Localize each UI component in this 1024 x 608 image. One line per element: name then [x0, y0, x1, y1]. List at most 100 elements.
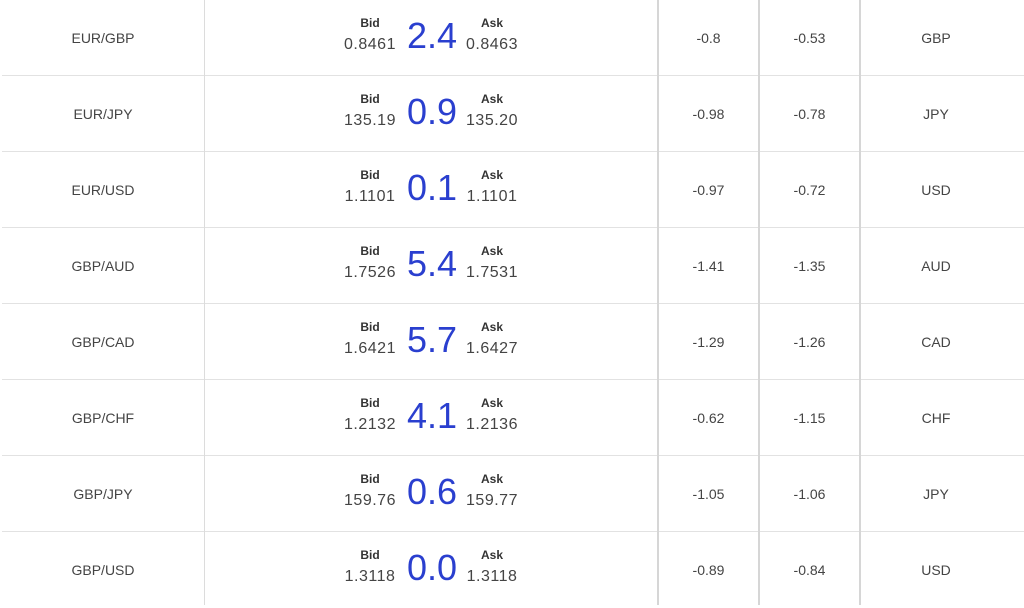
currency-code: USD [921, 182, 951, 198]
bid-block[interactable]: Bid 1.6421 [330, 320, 410, 358]
bid-block[interactable]: Bid 1.2132 [330, 396, 410, 434]
change-value: -1.05 [692, 486, 725, 502]
currency-code: CHF [921, 410, 951, 426]
table-row[interactable]: EUR/JPY Bid 135.19 0.9 Ask 135.20 -0.98 … [0, 76, 1024, 152]
row-divider [2, 531, 1024, 532]
bid-value: 1.2132 [344, 416, 396, 433]
ask-value: 1.1101 [466, 188, 518, 205]
ask-label: Ask [480, 472, 503, 486]
ask-label: Ask [480, 548, 503, 562]
bid-label: Bid [360, 168, 380, 182]
pair-name[interactable]: EUR/JPY [73, 106, 133, 122]
table-row[interactable]: EUR/USD Bid 1.1101 0.1 Ask 1.1101 -0.97 … [0, 152, 1024, 228]
row-divider [2, 227, 1024, 228]
ask-label: Ask [480, 92, 503, 106]
quote-cell[interactable]: Bid 1.3118 0.0 Ask 1.3118 [205, 532, 657, 608]
quote-cell[interactable]: Bid 1.2132 4.1 Ask 1.2136 [205, 380, 657, 456]
column-divider [859, 0, 861, 605]
ask-block[interactable]: Ask 1.6427 [452, 320, 532, 358]
currency-code: JPY [923, 486, 949, 502]
bid-block[interactable]: Bid 135.19 [330, 92, 410, 130]
pair-name[interactable]: GBP/AUD [71, 258, 135, 274]
pair-name[interactable]: GBP/USD [71, 562, 135, 578]
change-percent-value: -1.06 [793, 486, 826, 502]
bid-value: 1.6421 [344, 340, 396, 357]
table-row[interactable]: GBP/CAD Bid 1.6421 5.7 Ask 1.6427 -1.29 … [0, 304, 1024, 380]
ask-block[interactable]: Ask 0.8463 [452, 16, 532, 54]
ask-label: Ask [480, 16, 503, 30]
spread-value: 4.1 [406, 395, 458, 436]
change-percent-value: -1.15 [793, 410, 826, 426]
spread-value: 0.1 [406, 167, 458, 208]
column-divider [204, 0, 205, 605]
ask-label: Ask [480, 168, 503, 182]
change-percent-value: -0.84 [793, 562, 826, 578]
quote-cell[interactable]: Bid 1.7526 5.4 Ask 1.7531 [205, 228, 657, 304]
change-value: -0.97 [692, 182, 725, 198]
bid-label: Bid [360, 396, 380, 410]
table-row[interactable]: GBP/JPY Bid 159.76 0.6 Ask 159.77 -1.05 … [0, 456, 1024, 532]
quote-cell[interactable]: Bid 1.6421 5.7 Ask 1.6427 [205, 304, 657, 380]
bid-block[interactable]: Bid 0.8461 [330, 16, 410, 54]
bid-block[interactable]: Bid 1.3118 [330, 548, 410, 586]
spread-value: 5.7 [406, 319, 458, 360]
bid-label: Bid [360, 16, 380, 30]
spread-value: 0.6 [406, 471, 458, 512]
table-row[interactable]: GBP/AUD Bid 1.7526 5.4 Ask 1.7531 -1.41 … [0, 228, 1024, 304]
bid-block[interactable]: Bid 1.1101 [330, 168, 410, 206]
bid-block[interactable]: Bid 1.7526 [330, 244, 410, 282]
bid-value: 1.7526 [344, 264, 396, 281]
table-row[interactable]: GBP/CHF Bid 1.2132 4.1 Ask 1.2136 -0.62 … [0, 380, 1024, 456]
ask-value: 0.8463 [466, 36, 518, 53]
currency-code: USD [921, 562, 951, 578]
ask-block[interactable]: Ask 1.7531 [452, 244, 532, 282]
bid-value: 135.19 [344, 112, 396, 129]
change-value: -0.98 [692, 106, 725, 122]
bid-value: 1.1101 [344, 188, 396, 205]
ask-block[interactable]: Ask 159.77 [452, 472, 532, 510]
ask-block[interactable]: Ask 1.1101 [452, 168, 532, 206]
spread-value: 2.4 [406, 15, 458, 56]
ask-value: 1.3118 [466, 568, 518, 585]
pair-name[interactable]: GBP/JPY [73, 486, 133, 502]
change-percent-value: -0.72 [793, 182, 826, 198]
bid-value: 0.8461 [344, 36, 396, 53]
change-value: -0.89 [692, 562, 725, 578]
change-value: -0.62 [692, 410, 725, 426]
bid-label: Bid [360, 472, 380, 486]
ask-value: 159.77 [466, 492, 518, 509]
ask-value: 135.20 [466, 112, 518, 129]
spread-value: 0.9 [406, 91, 458, 132]
bid-value: 159.76 [344, 492, 396, 509]
ask-block[interactable]: Ask 135.20 [452, 92, 532, 130]
quote-cell[interactable]: Bid 1.1101 0.1 Ask 1.1101 [205, 152, 657, 228]
change-value: -0.8 [696, 30, 721, 46]
quote-cell[interactable]: Bid 135.19 0.9 Ask 135.20 [205, 76, 657, 152]
pair-name[interactable]: EUR/USD [71, 182, 135, 198]
currency-code: JPY [923, 106, 949, 122]
change-percent-value: -0.53 [793, 30, 826, 46]
row-divider [2, 75, 1024, 76]
row-divider [2, 151, 1024, 152]
ask-value: 1.2136 [466, 416, 518, 433]
ask-block[interactable]: Ask 1.3118 [452, 548, 532, 586]
quote-cell[interactable]: Bid 159.76 0.6 Ask 159.77 [205, 456, 657, 532]
change-value: -1.29 [692, 334, 725, 350]
bid-block[interactable]: Bid 159.76 [330, 472, 410, 510]
table-row[interactable]: GBP/USD Bid 1.3118 0.0 Ask 1.3118 -0.89 … [0, 532, 1024, 605]
pair-name[interactable]: GBP/CAD [71, 334, 135, 350]
bid-label: Bid [360, 92, 380, 106]
pair-name[interactable]: GBP/CHF [71, 410, 135, 426]
pair-name[interactable]: EUR/GBP [71, 30, 135, 46]
ask-label: Ask [480, 396, 503, 410]
ask-label: Ask [480, 244, 503, 258]
spread-value: 0.0 [406, 547, 458, 588]
bid-label: Bid [360, 320, 380, 334]
ask-value: 1.7531 [466, 264, 518, 281]
ask-block[interactable]: Ask 1.2136 [452, 396, 532, 434]
change-value: -1.41 [692, 258, 725, 274]
table-row[interactable]: EUR/GBP Bid 0.8461 2.4 Ask 0.8463 -0.8 -… [0, 0, 1024, 76]
currency-code: GBP [921, 30, 951, 46]
quote-cell[interactable]: Bid 0.8461 2.4 Ask 0.8463 [205, 0, 657, 76]
